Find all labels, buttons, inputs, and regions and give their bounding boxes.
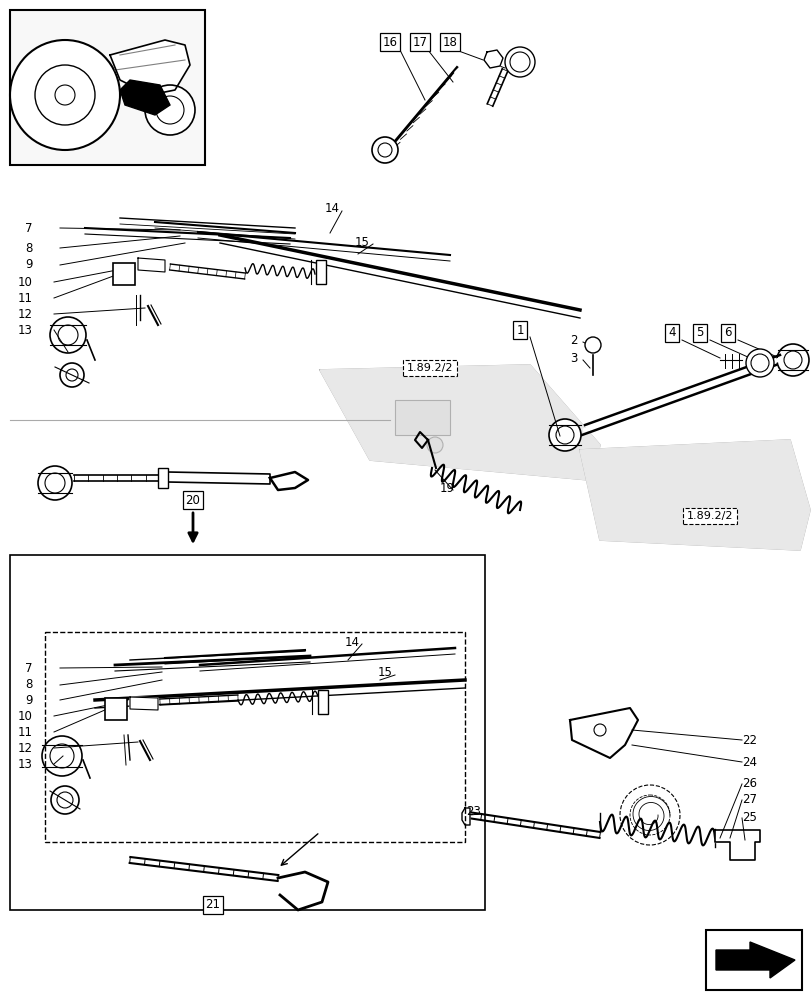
Text: 13: 13 xyxy=(18,758,32,770)
Circle shape xyxy=(145,85,195,135)
Circle shape xyxy=(66,369,78,381)
Text: 12: 12 xyxy=(18,308,33,320)
Text: 9: 9 xyxy=(25,694,32,706)
Text: 9: 9 xyxy=(25,258,32,271)
Bar xyxy=(45,632,465,842)
Text: 14: 14 xyxy=(324,202,340,215)
Text: 1.89.2/2: 1.89.2/2 xyxy=(406,363,453,373)
Polygon shape xyxy=(109,40,190,95)
Text: 18: 18 xyxy=(442,36,457,49)
Circle shape xyxy=(750,354,768,372)
Polygon shape xyxy=(715,942,794,978)
Circle shape xyxy=(745,349,773,377)
Polygon shape xyxy=(130,697,158,710)
Text: 14: 14 xyxy=(345,636,359,648)
Circle shape xyxy=(620,785,679,845)
Circle shape xyxy=(776,344,808,376)
Text: 10: 10 xyxy=(18,275,32,288)
Text: 3: 3 xyxy=(569,352,577,364)
Polygon shape xyxy=(138,258,165,272)
Text: 23: 23 xyxy=(466,805,480,818)
Circle shape xyxy=(57,792,73,808)
Bar xyxy=(113,263,135,285)
Circle shape xyxy=(504,47,534,77)
Text: 16: 16 xyxy=(382,36,397,49)
Text: 11: 11 xyxy=(18,292,33,304)
Text: 22: 22 xyxy=(741,734,756,746)
Circle shape xyxy=(548,419,581,451)
Text: 8: 8 xyxy=(25,241,32,254)
Polygon shape xyxy=(579,440,809,550)
Circle shape xyxy=(594,724,605,736)
Circle shape xyxy=(50,317,86,353)
Text: 11: 11 xyxy=(18,726,33,738)
Text: 8: 8 xyxy=(25,678,32,692)
Circle shape xyxy=(556,426,573,444)
Text: 15: 15 xyxy=(378,666,393,678)
Text: 10: 10 xyxy=(18,710,32,722)
Circle shape xyxy=(55,85,75,105)
Polygon shape xyxy=(714,830,759,860)
Polygon shape xyxy=(168,472,270,484)
Circle shape xyxy=(51,786,79,814)
Bar xyxy=(158,468,168,488)
Circle shape xyxy=(38,466,72,500)
Polygon shape xyxy=(569,708,637,758)
Text: 24: 24 xyxy=(741,756,756,768)
Polygon shape xyxy=(320,365,599,480)
Text: 15: 15 xyxy=(354,235,370,248)
Text: 12: 12 xyxy=(18,742,33,754)
Circle shape xyxy=(156,96,184,124)
Bar xyxy=(10,10,204,165)
Bar xyxy=(705,930,801,990)
Polygon shape xyxy=(120,80,169,115)
Circle shape xyxy=(378,143,392,157)
Text: 2: 2 xyxy=(569,334,577,347)
Text: 1.89.2/2: 1.89.2/2 xyxy=(686,511,732,521)
Text: 6: 6 xyxy=(723,326,731,340)
Text: 7: 7 xyxy=(25,222,32,234)
Text: 4: 4 xyxy=(667,326,675,340)
Circle shape xyxy=(50,744,74,768)
Circle shape xyxy=(427,437,443,453)
Circle shape xyxy=(509,52,530,72)
Circle shape xyxy=(783,351,801,369)
Circle shape xyxy=(42,736,82,776)
Bar xyxy=(315,260,325,284)
Circle shape xyxy=(584,337,600,353)
Text: 26: 26 xyxy=(741,777,756,790)
Polygon shape xyxy=(461,808,470,825)
Text: 25: 25 xyxy=(741,811,756,824)
Circle shape xyxy=(629,795,669,835)
Bar xyxy=(10,555,484,910)
Bar xyxy=(105,698,127,720)
Bar xyxy=(318,690,328,714)
Text: 7: 7 xyxy=(25,662,32,674)
Polygon shape xyxy=(483,50,502,68)
Circle shape xyxy=(10,40,120,150)
Text: 17: 17 xyxy=(412,36,427,49)
Text: 27: 27 xyxy=(741,793,756,806)
Circle shape xyxy=(58,325,78,345)
Circle shape xyxy=(371,137,397,163)
Text: 20: 20 xyxy=(186,493,200,506)
Circle shape xyxy=(35,65,95,125)
Text: 1: 1 xyxy=(516,324,523,336)
Circle shape xyxy=(45,473,65,493)
Circle shape xyxy=(60,363,84,387)
Text: 13: 13 xyxy=(18,324,32,336)
Text: 21: 21 xyxy=(205,898,221,911)
Text: 19: 19 xyxy=(440,482,454,494)
Text: 5: 5 xyxy=(696,326,703,340)
Bar xyxy=(394,400,449,435)
